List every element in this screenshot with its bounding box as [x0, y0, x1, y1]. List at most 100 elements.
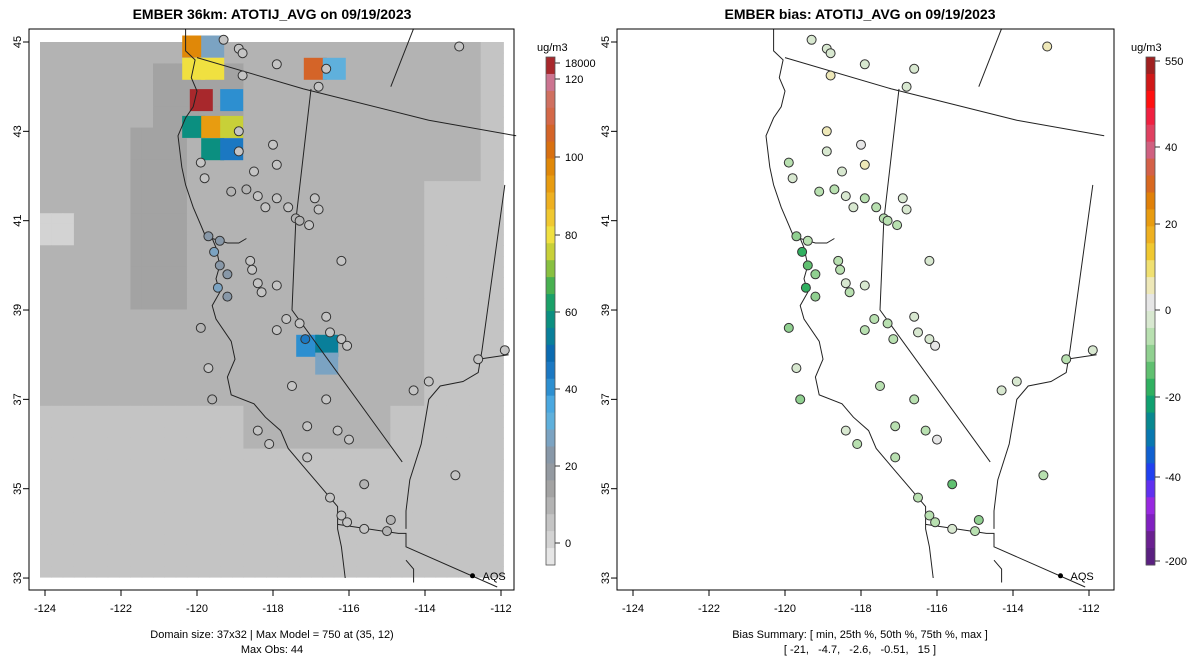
colorbar-swatch: [546, 480, 555, 498]
model-cell: [266, 288, 278, 300]
model-cell: [412, 395, 425, 407]
model-cell: [85, 74, 98, 86]
model-cell: [220, 202, 233, 214]
model-cell: [186, 234, 199, 246]
model-cell: [141, 213, 154, 225]
model-cell: [379, 491, 391, 503]
model-cell: [492, 534, 504, 546]
model-cell: [435, 523, 448, 535]
model-cell: [254, 309, 267, 321]
model-cell: [424, 330, 437, 343]
model-cell: [266, 277, 278, 289]
obs-site-point: [195, 322, 206, 333]
model-cell: [198, 491, 211, 503]
model-cell: [198, 202, 211, 214]
model-cell: [85, 223, 98, 236]
model-cell: [480, 138, 493, 150]
obs-site-point: [252, 191, 263, 202]
obs-site-point: [233, 146, 244, 157]
model-cell: [311, 223, 324, 236]
model-cell: [277, 213, 290, 225]
model-cell: [141, 330, 154, 343]
model-cell: [62, 298, 75, 311]
model-cell: [51, 149, 64, 161]
model-cell: [243, 480, 256, 492]
model-cell: [390, 373, 403, 385]
model-cell: [424, 448, 437, 460]
bias-site-point: [783, 157, 794, 168]
model-cell: [446, 544, 459, 557]
model-cell: [96, 277, 109, 289]
model-cell: [232, 512, 244, 525]
model-cell: [379, 437, 391, 450]
model-cell: [492, 363, 504, 375]
model-cell: [243, 170, 256, 182]
model-cell: [458, 480, 470, 492]
model-cell: [175, 384, 188, 396]
model-cell: [130, 470, 143, 482]
model-cell: [379, 298, 391, 311]
model-cell: [401, 437, 414, 450]
model-cell: [153, 245, 165, 257]
model-cell: [367, 181, 380, 193]
model-cell: [96, 288, 109, 300]
model-cell: [311, 288, 324, 300]
model-cell: [254, 95, 267, 107]
model-cell: [107, 341, 120, 353]
model-cell: [232, 63, 244, 75]
model-cell: [209, 491, 222, 503]
model-cell: [379, 480, 391, 492]
x-tick-label: -114: [1002, 603, 1023, 615]
model-cell: [367, 52, 380, 64]
model-cell: [277, 159, 290, 171]
right-state-boundaries: [765, 28, 1105, 588]
model-cell: [424, 234, 437, 246]
model-cell: [73, 395, 86, 407]
obs-site-point: [336, 255, 347, 266]
model-cell: [480, 277, 493, 289]
x-tick-label: -120: [186, 603, 208, 615]
right-bias-summary-label: Bias Summary: [ min, 25th %, 50th %, 75t…: [732, 629, 988, 641]
model-cell: [232, 395, 244, 407]
model-cell: [119, 330, 131, 343]
model-cell: [299, 512, 312, 525]
model-cell: [435, 266, 448, 278]
model-cell: [288, 202, 301, 214]
model-cell: [435, 84, 448, 97]
model-cell: [367, 544, 380, 557]
model-cell: [141, 395, 154, 407]
model-cell: [107, 42, 120, 54]
model-cell: [119, 352, 131, 364]
model-cell: [232, 320, 244, 332]
model-cell: [492, 63, 504, 75]
model-cell: [277, 84, 290, 97]
model-cell: [401, 502, 414, 514]
state-border-line: [390, 28, 415, 87]
model-cell: [175, 170, 188, 182]
model-cell: [367, 63, 380, 75]
bias-site-point: [791, 363, 802, 374]
state-border-line: [291, 88, 403, 463]
model-cell: [390, 330, 403, 343]
model-cell: [232, 555, 244, 567]
colorbar-swatch: [1146, 446, 1155, 464]
model-cell: [130, 266, 143, 278]
model-cell: [130, 566, 143, 578]
model-cell: [62, 159, 75, 171]
bias-site-point: [996, 385, 1007, 396]
model-cell: [130, 106, 143, 118]
model-cell: [435, 309, 448, 321]
model-cell: [130, 245, 143, 257]
model-cell: [186, 106, 199, 118]
model-cell: [424, 395, 437, 407]
model-cell: [390, 63, 403, 75]
model-cell: [153, 106, 165, 118]
model-cell: [412, 63, 425, 75]
model-cell: [435, 384, 448, 396]
model-cell: [85, 523, 98, 535]
model-cell: [435, 459, 448, 471]
model-cell: [198, 512, 211, 525]
model-cell: [51, 320, 64, 332]
model-cell: [209, 223, 222, 236]
model-cell: [186, 544, 199, 557]
